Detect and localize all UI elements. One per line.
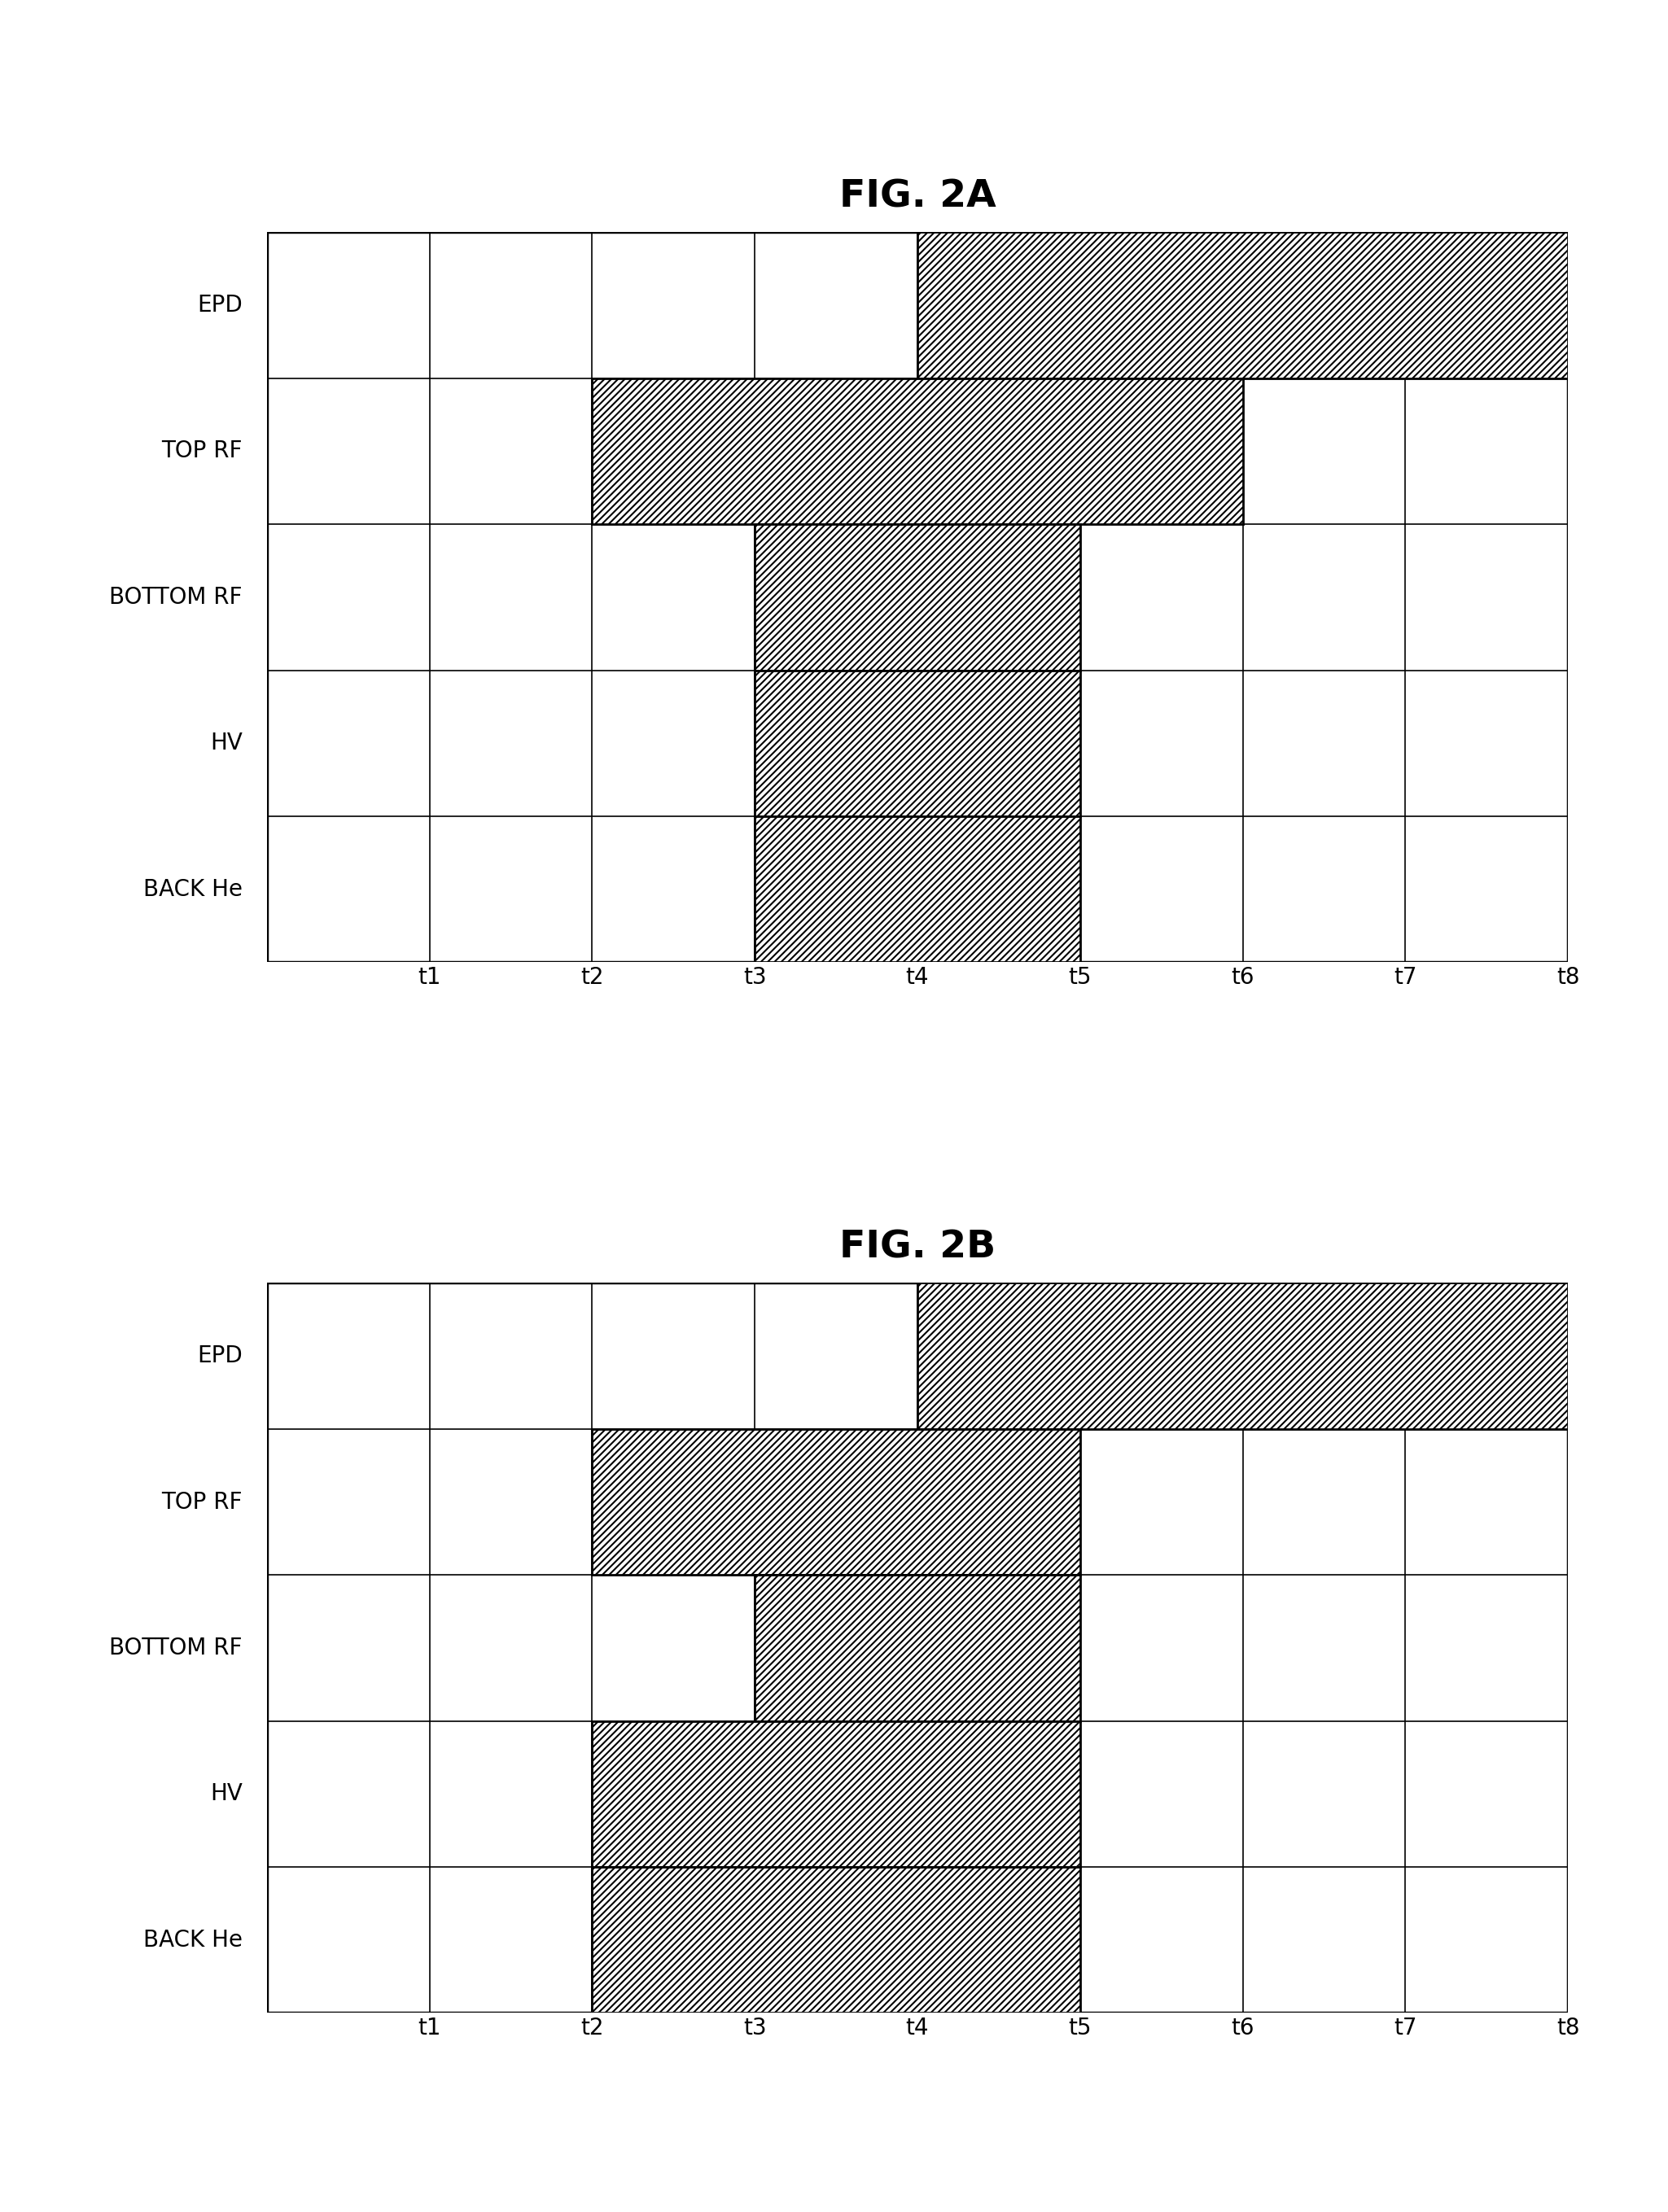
Bar (917, 232, 1568, 378)
Bar (756, 524, 1081, 670)
Bar (592, 378, 1243, 524)
Text: BOTTOM RF: BOTTOM RF (110, 586, 242, 608)
Text: EPD: EPD (197, 294, 242, 316)
Text: BOTTOM RF: BOTTOM RF (110, 1637, 242, 1659)
Bar (917, 1283, 1568, 1429)
Text: TOP RF: TOP RF (162, 440, 242, 462)
Text: TOP RF: TOP RF (162, 1491, 242, 1513)
Bar (592, 1429, 1081, 1575)
Text: HV: HV (210, 732, 242, 754)
Bar (756, 816, 1081, 962)
Text: EPD: EPD (197, 1345, 242, 1367)
Bar (592, 1867, 1081, 2013)
Bar (756, 1575, 1081, 1721)
Text: BACK He: BACK He (143, 1929, 242, 1951)
Bar (592, 1721, 1081, 1867)
Title: FIG. 2B: FIG. 2B (839, 1230, 996, 1265)
Text: HV: HV (210, 1783, 242, 1805)
Title: FIG. 2A: FIG. 2A (839, 179, 996, 215)
Bar (756, 670, 1081, 816)
Text: BACK He: BACK He (143, 878, 242, 900)
